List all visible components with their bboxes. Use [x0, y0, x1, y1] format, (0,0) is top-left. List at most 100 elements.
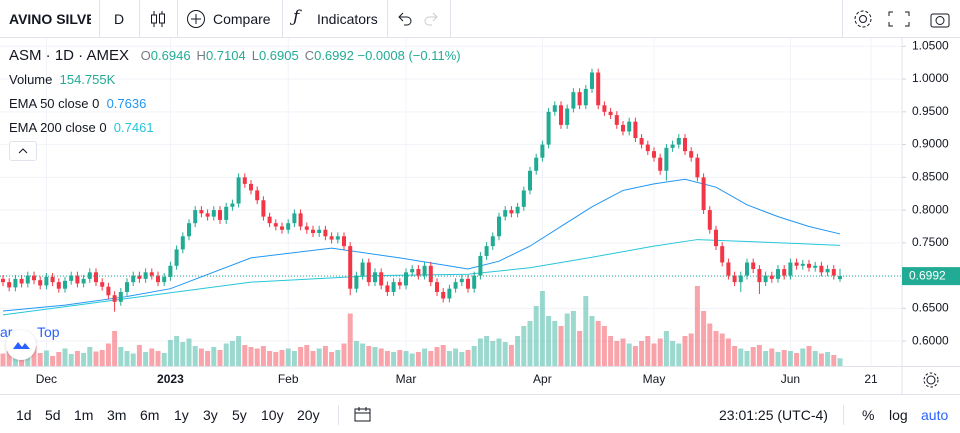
volume-bar — [217, 350, 223, 366]
range-button[interactable]: 20y — [297, 407, 320, 423]
candle-body — [19, 278, 24, 284]
volume-bar — [180, 342, 186, 366]
candle-body — [515, 206, 520, 214]
range-button[interactable]: 3m — [107, 407, 127, 423]
ema-value: 0.7636 — [106, 96, 147, 111]
range-button[interactable]: 5d — [45, 407, 61, 423]
scale-option[interactable]: % — [862, 407, 875, 423]
volume-bar — [372, 347, 378, 366]
volume-bar — [415, 352, 421, 366]
candle-body — [311, 229, 315, 234]
volume-bar — [130, 353, 136, 366]
undo-redo-icons[interactable] — [396, 11, 440, 27]
chevron — [18, 148, 28, 154]
candle-body — [112, 295, 117, 302]
candle-body — [187, 223, 191, 237]
volume-bar — [781, 350, 787, 366]
range-button[interactable]: 6m — [140, 407, 160, 423]
volume-bar — [657, 338, 663, 366]
volume-bar — [118, 347, 124, 366]
candle-body — [87, 272, 92, 279]
volume-bar — [422, 348, 428, 366]
volume-bar — [211, 347, 217, 366]
range-button[interactable]: 10y — [261, 407, 284, 423]
candle-body — [552, 105, 557, 112]
range-button[interactable]: 5y — [232, 407, 247, 423]
logo-badge[interactable] — [6, 330, 36, 360]
bottom-toolbar: 1d 5d 1m 3m 6m 1y 3y 5y 10y 20y 23:01:25 (UTC-4) … — [0, 394, 960, 433]
ohlc-value: 0.6992 — [314, 48, 354, 63]
indicators-button[interactable]: Indicators — [317, 11, 378, 27]
volume-bar — [812, 351, 818, 366]
interval-button[interactable]: D — [114, 11, 125, 27]
ema200-legend: EMA 200 close 0 0.7461 — [9, 120, 154, 135]
volume-bar — [620, 338, 626, 366]
range-button[interactable]: 1d — [16, 407, 32, 423]
volume-bar — [273, 352, 279, 366]
settings-icon[interactable] — [923, 372, 939, 388]
scale-option[interactable]: auto — [921, 407, 949, 423]
volume-bar — [50, 356, 56, 366]
volume-bar — [515, 336, 521, 366]
ohlc-value: 0.6946 — [150, 48, 191, 63]
right-toolbar-icons[interactable] — [852, 8, 952, 30]
candle-body — [738, 275, 743, 283]
range-button[interactable]: 1y — [174, 407, 189, 423]
collapse-button[interactable] — [9, 141, 37, 161]
symbol-search[interactable]: AVINO SILVE — [9, 11, 91, 27]
x-tick-label: May — [643, 372, 666, 386]
ema-layer — [2, 178, 841, 316]
volume-bar — [539, 291, 545, 366]
date-range-icon[interactable] — [354, 406, 372, 422]
candle-body — [428, 265, 433, 283]
candle-body — [298, 213, 303, 227]
indicators-icon[interactable]: ƒ — [293, 7, 300, 27]
volume-bar — [440, 345, 446, 366]
volume-bar — [409, 353, 415, 366]
x-tick-label: Mar — [396, 372, 417, 386]
candle-body — [453, 282, 458, 289]
scale-option[interactable]: log — [889, 407, 908, 423]
ema-name: EMA 50 close 0 — [9, 96, 100, 111]
volume-bar — [335, 350, 341, 366]
range-button[interactable]: 1m — [74, 407, 94, 423]
ohlc-legend: O0.6946 H0.7104 L0.6905 C0.6992 — [133, 48, 358, 63]
volume-bar — [446, 351, 452, 366]
clock[interactable]: 23:01:25 (UTC-4) — [719, 407, 828, 423]
ohlc-letter: C — [304, 48, 315, 63]
candle-body — [211, 210, 216, 217]
overlay-text[interactable]: Top — [37, 324, 60, 340]
candle-body — [342, 236, 346, 247]
compare-button[interactable]: Compare — [213, 11, 271, 27]
candle-body — [794, 262, 799, 266]
candle-body — [75, 275, 80, 284]
volume-bar — [688, 333, 694, 366]
compare-icon[interactable] — [186, 9, 206, 29]
candle-body — [292, 213, 297, 224]
candle-body — [131, 275, 136, 283]
candle-body — [509, 210, 514, 214]
volume-bar — [725, 338, 731, 366]
candle-body — [404, 272, 408, 286]
chart-style-icon[interactable] — [149, 9, 167, 29]
volume-bar — [570, 311, 576, 366]
volume-bar — [192, 346, 198, 366]
candle-body — [757, 269, 762, 283]
candle-body — [373, 272, 377, 283]
volume-bar — [676, 343, 682, 366]
candle-body — [236, 177, 241, 204]
candle-body — [732, 275, 737, 283]
volume-bar — [99, 350, 105, 366]
candle-body — [323, 229, 328, 237]
volume-bar — [285, 348, 291, 366]
candle-body — [596, 72, 601, 106]
candle-body — [354, 275, 359, 289]
candle-body — [695, 157, 700, 178]
candle-body — [565, 108, 570, 125]
range-button[interactable]: 3y — [203, 407, 218, 423]
candle-body — [422, 265, 427, 276]
candle-body — [366, 262, 371, 283]
volume-bar — [186, 338, 192, 366]
candle-body — [38, 280, 43, 286]
volume-bar — [608, 336, 614, 366]
